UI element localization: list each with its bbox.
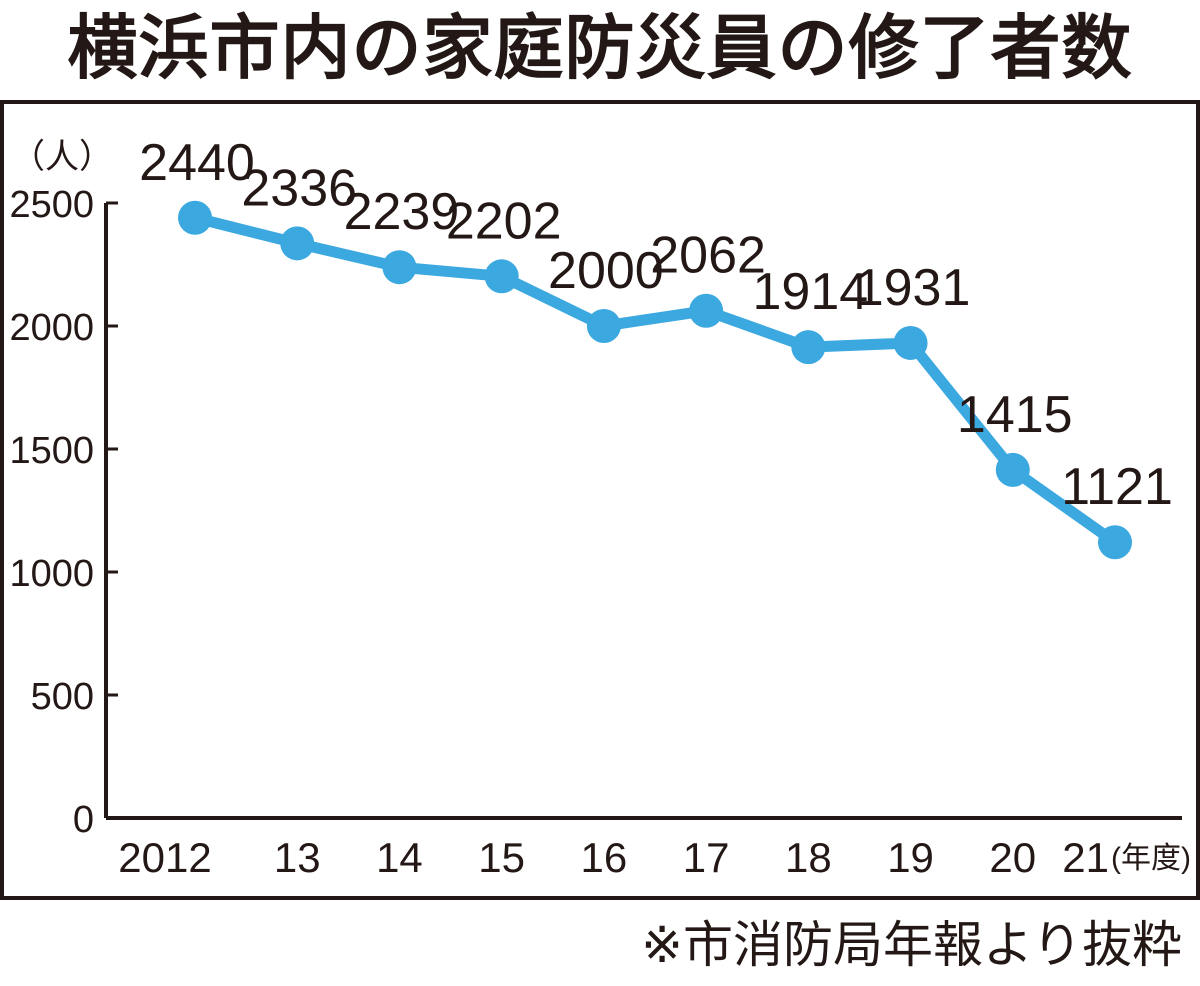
data-point [178,200,212,235]
data-label: 2336 [241,159,357,217]
data-point [586,309,621,343]
x-tick-label: 21 [1062,834,1109,881]
y-tick-label: 2500 [9,184,94,226]
x-tick-label: 13 [274,834,321,881]
data-label: 1931 [855,259,971,317]
data-point [689,293,724,328]
x-tick-label: 14 [376,834,423,881]
chart-title: 横浜市内の家庭防災員の修了者数 [67,7,1133,89]
y-axis-unit-label: （人） [11,138,113,176]
y-axis: 0 500 1000 1500 2000 2500 （人） [9,138,118,841]
x-tick-label: 20 [989,834,1036,881]
data-point [280,226,315,261]
y-tick-label: 2000 [9,307,94,349]
y-tick-label: 0 [73,799,94,841]
chart-border [0,100,1200,900]
data-label: 1914 [752,263,868,321]
x-tick-label: 18 [785,834,832,881]
data-point [995,452,1030,487]
data-point [791,330,826,365]
data-point [382,250,417,285]
x-tick-label: 19 [887,834,934,881]
x-axis-unit-label: (年度) [1111,842,1191,875]
data-point [1098,525,1132,560]
x-tick-label: 2012 [118,834,211,881]
data-label: 2440 [139,134,255,192]
data-label: 2062 [650,227,766,285]
data-point [484,259,519,294]
x-tick-label: 16 [581,834,628,881]
x-axis: 2012 13 14 15 16 17 18 19 20 21 (年度) [106,816,1191,881]
data-label: 2000 [548,242,664,300]
data-label: 1415 [957,386,1073,444]
data-point [893,325,928,360]
data-label: 2202 [446,192,562,250]
series-line [189,212,1121,548]
data-label: 2239 [344,183,460,241]
y-tick-label: 1000 [9,553,94,595]
data-label: 1121 [1061,458,1173,516]
y-tick-label: 1500 [9,430,94,472]
series-line-group [178,200,1132,560]
source-note: ※市消防局年報より抜粋 [641,916,1182,974]
x-tick-label: 15 [478,834,525,881]
y-tick-label: 500 [31,676,94,718]
x-tick-label: 17 [683,834,730,881]
